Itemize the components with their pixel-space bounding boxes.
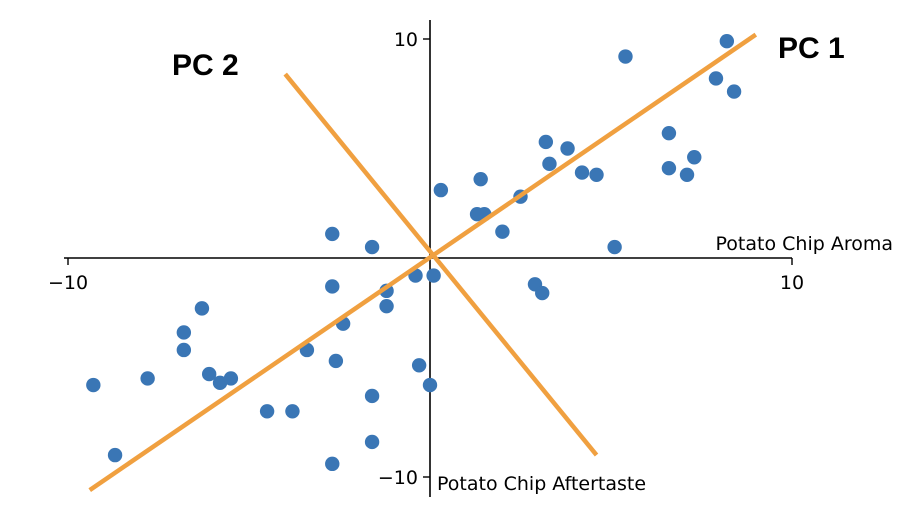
data-point — [176, 342, 192, 358]
data-point — [328, 353, 344, 369]
data-point — [325, 226, 340, 242]
data-point — [364, 239, 380, 255]
pc1-line — [88, 32, 758, 492]
ticks: −10 10 10 −10 — [48, 29, 804, 489]
y-tick-label: 10 — [394, 29, 418, 51]
data-point — [708, 71, 724, 86]
data-point — [285, 404, 300, 419]
x-tick-label: 10 — [780, 272, 804, 294]
data-point — [426, 268, 441, 283]
pc1-label: PC 1 — [778, 32, 845, 65]
data-point — [364, 434, 380, 450]
data-point — [661, 125, 677, 141]
data-point — [495, 224, 510, 239]
data-point — [422, 377, 438, 393]
data-point — [589, 167, 604, 182]
data-point — [574, 165, 590, 180]
data-point — [535, 285, 550, 301]
data-point — [107, 447, 123, 463]
data-point — [201, 366, 217, 382]
data-point — [473, 171, 488, 187]
data-point — [325, 279, 340, 294]
data-point — [86, 377, 101, 393]
data-point — [223, 371, 239, 386]
pc-labels: PC 1 PC 2 — [172, 32, 845, 82]
data-point — [364, 388, 380, 404]
data-point — [719, 33, 735, 49]
data-point — [140, 371, 155, 386]
data-point — [607, 239, 622, 255]
data-point — [618, 49, 633, 64]
data-point — [538, 134, 554, 150]
scatter-points — [86, 33, 742, 472]
data-point — [325, 456, 340, 472]
data-point — [176, 325, 192, 340]
pc2-line — [283, 72, 599, 457]
data-point — [661, 161, 677, 176]
data-point — [411, 358, 427, 373]
data-point — [726, 84, 742, 99]
data-point — [194, 301, 210, 316]
data-point — [542, 156, 557, 172]
y-tick-label: −10 — [378, 467, 418, 489]
data-point — [679, 167, 695, 182]
x-tick-label: −10 — [48, 272, 88, 294]
data-point — [560, 141, 575, 156]
pc2-label: PC 2 — [172, 49, 239, 82]
pc-lines — [88, 32, 758, 492]
x-axis-label: Potato Chip Aroma — [716, 233, 893, 255]
data-point — [379, 298, 394, 314]
data-point — [433, 182, 449, 198]
data-point — [212, 375, 228, 391]
data-point — [259, 404, 275, 419]
data-point — [687, 150, 702, 165]
y-axis-label: Potato Chip Aftertaste — [437, 473, 646, 495]
